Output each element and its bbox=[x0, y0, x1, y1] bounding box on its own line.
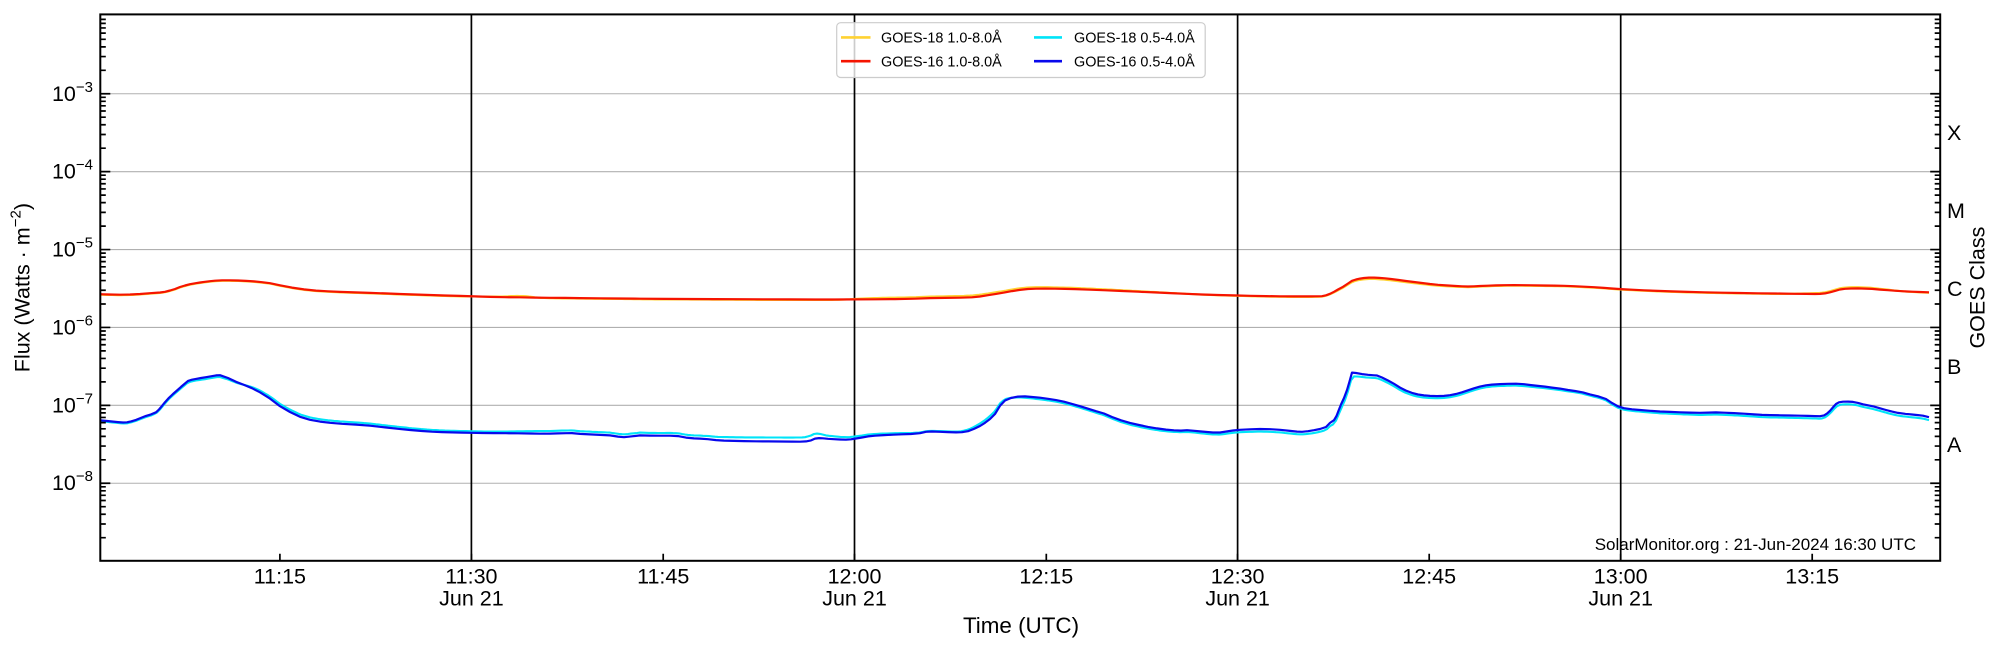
svg-text:A: A bbox=[1947, 433, 1962, 457]
svg-text:Time (UTC): Time (UTC) bbox=[963, 613, 1079, 638]
svg-text:GOES-18 1.0-8.0Å: GOES-18 1.0-8.0Å bbox=[881, 30, 1002, 47]
svg-text:Flux (Watts · m−2): Flux (Watts · m−2) bbox=[8, 203, 35, 372]
svg-text:GOES-18 0.5-4.0Å: GOES-18 0.5-4.0Å bbox=[1074, 30, 1195, 47]
svg-text:13:15: 13:15 bbox=[1785, 565, 1839, 589]
svg-text:GOES Class: GOES Class bbox=[1966, 227, 1990, 349]
svg-text:10−3: 10−3 bbox=[52, 79, 93, 106]
svg-text:Jun 21: Jun 21 bbox=[439, 587, 504, 611]
svg-text:12:30: 12:30 bbox=[1211, 565, 1265, 589]
svg-text:B: B bbox=[1947, 355, 1961, 379]
svg-text:Jun 21: Jun 21 bbox=[1588, 587, 1653, 611]
svg-text:12:15: 12:15 bbox=[1019, 565, 1073, 589]
svg-text:10−8: 10−8 bbox=[52, 468, 93, 495]
svg-text:13:00: 13:00 bbox=[1594, 565, 1648, 589]
svg-text:10−7: 10−7 bbox=[52, 390, 93, 417]
svg-text:Jun 21: Jun 21 bbox=[822, 587, 887, 611]
svg-text:X: X bbox=[1947, 121, 1961, 145]
svg-text:M: M bbox=[1947, 199, 1965, 223]
svg-text:12:45: 12:45 bbox=[1402, 565, 1456, 589]
svg-text:GOES-16 1.0-8.0Å: GOES-16 1.0-8.0Å bbox=[881, 53, 1002, 70]
svg-text:11:15: 11:15 bbox=[254, 565, 306, 589]
svg-text:12:00: 12:00 bbox=[828, 565, 882, 589]
svg-text:11:30: 11:30 bbox=[445, 565, 497, 589]
svg-text:Jun 21: Jun 21 bbox=[1205, 587, 1270, 611]
svg-text:GOES-16 0.5-4.0Å: GOES-16 0.5-4.0Å bbox=[1074, 53, 1195, 70]
svg-text:11:45: 11:45 bbox=[637, 565, 689, 589]
svg-text:C: C bbox=[1947, 277, 1963, 301]
svg-text:SolarMonitor.org : 21-Jun-2024: SolarMonitor.org : 21-Jun-2024 16:30 UTC bbox=[1595, 535, 1916, 554]
